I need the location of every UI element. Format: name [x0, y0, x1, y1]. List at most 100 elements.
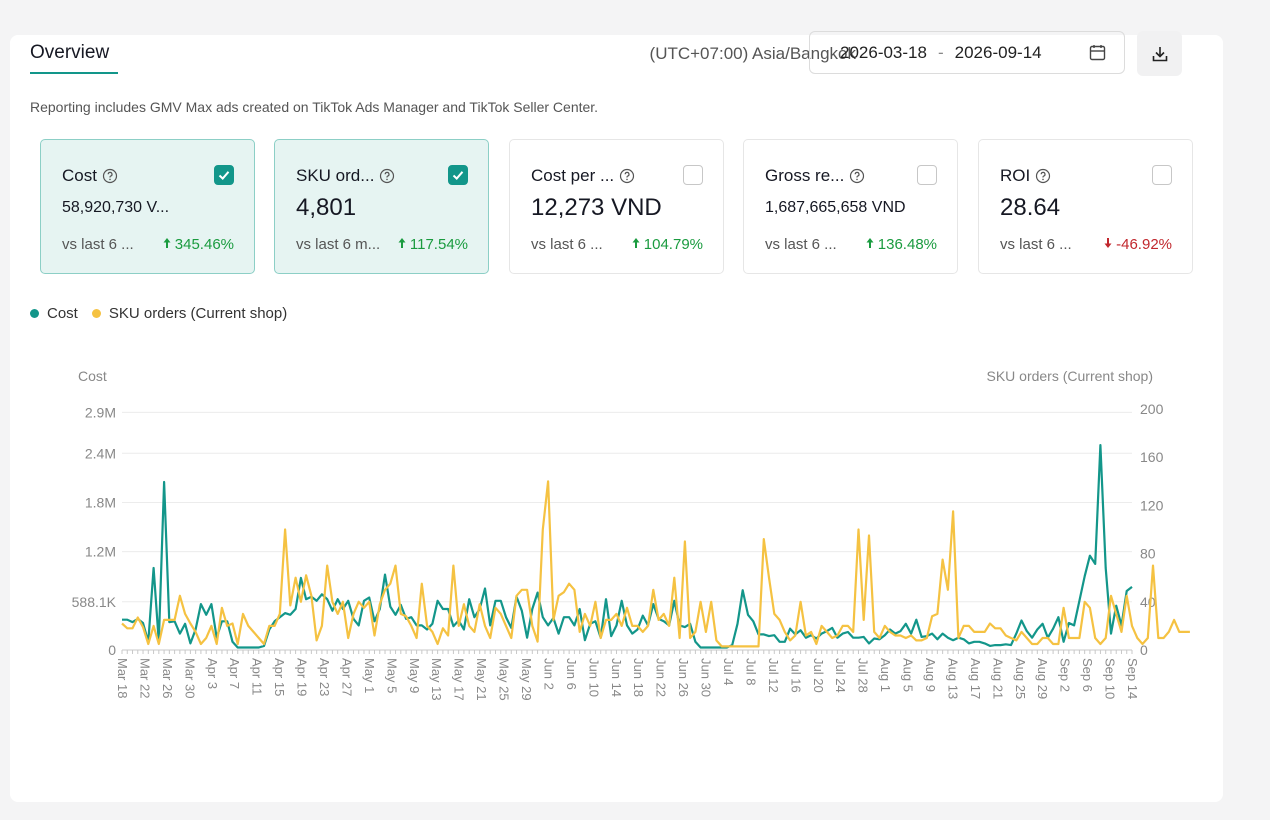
x-tick-label: May 17	[452, 658, 467, 701]
metric-label: Gross re...	[765, 166, 865, 186]
x-tick-label: Jun 22	[654, 658, 669, 697]
help-icon[interactable]	[849, 168, 865, 184]
x-tick-label: May 1	[362, 658, 377, 693]
date-separator: -	[937, 42, 944, 62]
date-range-picker[interactable]: 2026-03-18 - 2026-09-14	[809, 31, 1125, 74]
x-tick-label: Aug 5	[901, 658, 916, 692]
arrow-up-icon	[398, 238, 406, 248]
download-button[interactable]	[1137, 31, 1182, 76]
x-tick-label: May 25	[497, 658, 512, 701]
metric-checkbox[interactable]	[917, 165, 937, 185]
metric-value: 1,687,665,658 VND	[765, 199, 906, 216]
metric-checkbox[interactable]	[1152, 165, 1172, 185]
y-right-tick-label: 160	[1140, 449, 1164, 465]
x-tick-label: Aug 21	[990, 658, 1005, 699]
metric-checkbox[interactable]	[683, 165, 703, 185]
y-left-tick-label: 0	[108, 642, 116, 658]
metric-label-text: Gross re...	[765, 166, 845, 185]
legend-item-cost[interactable]: Cost	[30, 305, 78, 322]
metric-card-3[interactable]: Gross re... 1,687,665,658 VND vs last 6 ..…	[743, 139, 958, 274]
help-icon[interactable]	[102, 168, 118, 184]
x-tick-label: Sep 6	[1080, 658, 1095, 692]
metric-checkbox[interactable]	[214, 165, 234, 185]
series-line-sku-orders	[121, 480, 1190, 648]
x-tick-label: Apr 27	[339, 658, 354, 696]
metric-change-value: 104.79%	[643, 236, 703, 253]
legend-dot-sku-orders	[91, 309, 101, 318]
metric-value: 58,920,730 V...	[62, 199, 170, 216]
y-right-tick-label: 40	[1140, 594, 1156, 610]
timezone-label: (UTC+07:00) Asia/Bangkok	[649, 44, 856, 63]
x-tick-label: Jun 10	[586, 658, 601, 697]
help-icon-graphic	[850, 168, 865, 184]
x-tick-label: Mar 26	[160, 658, 175, 698]
y-left-tick-label: 1.2M	[85, 544, 116, 560]
legend-label-cost: Cost	[47, 305, 78, 322]
metric-change: -46.92%	[1104, 236, 1172, 253]
x-tick-label: Aug 25	[1013, 658, 1028, 699]
metric-change: 345.46%	[163, 236, 234, 253]
x-tick-label: Jul 24	[833, 658, 848, 693]
x-tick-label: Jun 2	[541, 658, 556, 690]
legend-item-sku-orders[interactable]: SKU orders (Current shop)	[91, 305, 287, 322]
x-tick-label: Jul 4	[721, 658, 736, 685]
x-tick-label: Jul 28	[856, 658, 871, 693]
metric-value: 12,273 VND	[531, 194, 662, 221]
help-icon[interactable]	[379, 168, 395, 184]
metric-label-text: SKU ord...	[296, 166, 375, 185]
metric-label-text: Cost	[62, 166, 97, 185]
metric-card-1[interactable]: SKU ord... 4,801 vs last 6 m... 117.54%	[274, 139, 489, 274]
date-end[interactable]: 2026-09-14	[954, 42, 1042, 62]
help-icon-graphic	[1036, 168, 1051, 184]
arrow-up-icon	[163, 238, 171, 248]
x-tick-label: Aug 9	[923, 658, 938, 692]
help-icon-graphic	[380, 168, 395, 184]
metric-change-value: -46.92%	[1116, 236, 1172, 253]
x-tick-label: Jun 26	[676, 658, 691, 697]
metric-label: SKU ord...	[296, 166, 395, 186]
x-tick-label: Mar 22	[137, 658, 152, 698]
help-icon[interactable]	[619, 168, 635, 184]
x-tick-label: May 21	[474, 658, 489, 701]
x-tick-label: Jun 6	[564, 658, 579, 690]
tab-overview[interactable]: Overview	[30, 42, 110, 63]
metric-card-2[interactable]: Cost per ... 12,273 VND vs last 6 ... 104.7…	[509, 139, 724, 274]
check-icon	[218, 171, 230, 180]
x-tick-label: May 9	[407, 658, 422, 693]
x-tick-label: Jul 8	[743, 658, 758, 685]
x-tick-label: Mar 18	[115, 658, 130, 698]
y-left-tick-label: 2.9M	[85, 404, 116, 420]
arrow-up-icon	[632, 238, 640, 248]
y-right-tick-label: 0	[1140, 642, 1148, 658]
reporting-notice: Reporting includes GMV Max ads created o…	[30, 99, 599, 115]
chart-legend: Cost SKU orders (Current shop)	[30, 305, 301, 322]
x-tick-label: Jul 12	[766, 658, 781, 693]
x-tick-label: Jul 20	[811, 658, 826, 693]
metric-checkbox[interactable]	[448, 165, 468, 185]
y-right-tick-label: 80	[1140, 546, 1156, 562]
metric-label: Cost per ...	[531, 166, 635, 186]
help-icon-graphic	[102, 168, 118, 184]
x-tick-label: Aug 29	[1035, 658, 1050, 699]
x-tick-label: Apr 19	[295, 658, 310, 696]
x-tick-label: Apr 15	[272, 658, 287, 696]
x-tick-label: Jun 18	[631, 658, 646, 697]
x-tick-label: Aug 1	[878, 658, 893, 692]
left-axis-title: Cost	[78, 368, 107, 384]
help-icon[interactable]	[1035, 168, 1051, 184]
x-tick-label: Jun 14	[609, 658, 624, 697]
x-tick-label: Sep 14	[1125, 658, 1140, 699]
arrow-up-icon	[866, 238, 874, 248]
x-tick-label: Jul 16	[788, 658, 803, 693]
metric-compare: vs last 6 ...	[765, 236, 837, 253]
metric-change-value: 136.48%	[877, 236, 937, 253]
metric-card-4[interactable]: ROI 28.64 vs last 6 ... -46.92%	[978, 139, 1193, 274]
metric-card-0[interactable]: Cost 58,920,730 V... vs last 6 ... 345.46%	[40, 139, 255, 274]
x-tick-label: Aug 13	[945, 658, 960, 699]
metric-value: 28.64	[1000, 194, 1061, 221]
metric-change: 136.48%	[866, 236, 937, 253]
x-tick-label: Apr 11	[250, 658, 265, 695]
date-start[interactable]: 2026-03-18	[840, 42, 927, 62]
calendar-icon[interactable]	[1089, 44, 1106, 66]
